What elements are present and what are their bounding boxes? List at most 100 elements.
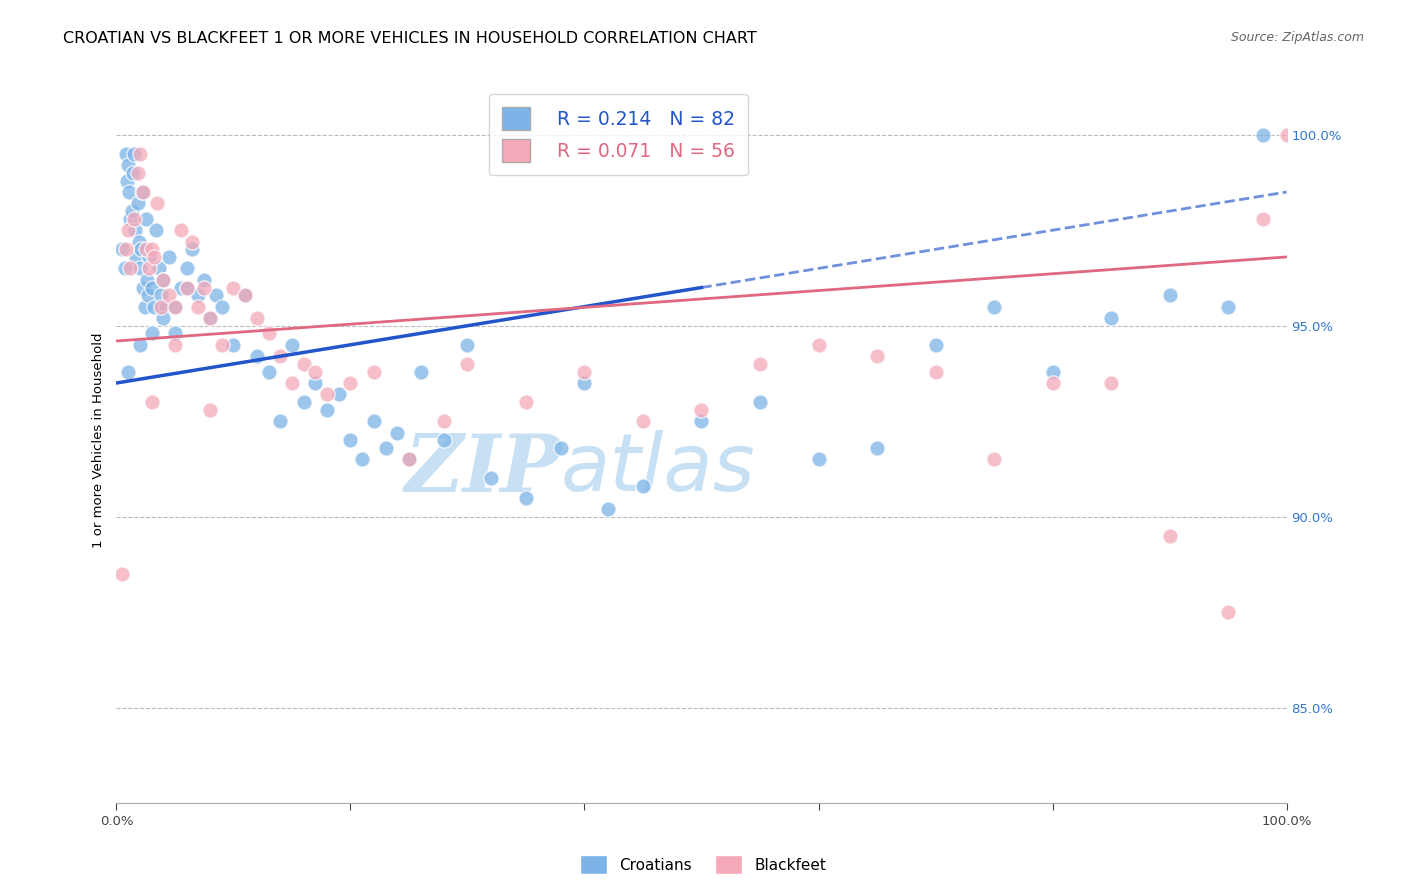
Point [233, 288, 256, 302]
Point [152, 273, 174, 287]
Point [146, 196, 169, 211]
Point [398, 452, 420, 467]
Point [176, 261, 198, 276]
Point [135, 243, 157, 257]
Point [257, 326, 280, 341]
Point [176, 280, 198, 294]
Point [550, 441, 572, 455]
Point [304, 376, 326, 390]
Point [1159, 288, 1181, 302]
Point [574, 365, 596, 379]
Point [1099, 376, 1122, 390]
Point [152, 273, 174, 287]
Point [363, 365, 385, 379]
Point [193, 273, 215, 287]
Legend: Croatians, Blackfeet: Croatians, Blackfeet [574, 849, 832, 880]
Point [135, 211, 157, 226]
Point [131, 185, 153, 199]
Point [1251, 211, 1274, 226]
Point [749, 395, 772, 409]
Point [114, 261, 136, 276]
Point [281, 376, 304, 390]
Point [205, 288, 228, 302]
Point [304, 365, 326, 379]
Point [328, 387, 350, 401]
Point [136, 288, 159, 302]
Point [141, 243, 163, 257]
Point [339, 434, 361, 448]
Point [257, 365, 280, 379]
Point [187, 300, 209, 314]
Point [155, 300, 177, 314]
Point [111, 566, 134, 581]
Point [1159, 529, 1181, 543]
Point [433, 434, 456, 448]
Point [363, 414, 385, 428]
Point [1042, 376, 1064, 390]
Y-axis label: 1 or more Vehicles in Household: 1 or more Vehicles in Household [93, 333, 105, 548]
Point [1275, 128, 1298, 142]
Point [138, 250, 160, 264]
Point [142, 250, 165, 264]
Point [222, 280, 245, 294]
Point [292, 357, 315, 371]
Point [120, 261, 142, 276]
Point [690, 402, 713, 417]
Point [983, 300, 1005, 314]
Point [233, 288, 256, 302]
Point [129, 243, 152, 257]
Point [128, 338, 150, 352]
Point [269, 414, 291, 428]
Point [193, 280, 215, 294]
Point [924, 365, 946, 379]
Point [456, 338, 478, 352]
Point [983, 452, 1005, 467]
Point [117, 365, 139, 379]
Point [387, 425, 409, 440]
Point [117, 223, 139, 237]
Point [125, 250, 148, 264]
Point [117, 158, 139, 172]
Point [246, 311, 269, 326]
Point [122, 146, 145, 161]
Point [132, 280, 155, 294]
Point [690, 414, 713, 428]
Point [135, 273, 157, 287]
Point [163, 300, 186, 314]
Point [138, 261, 160, 276]
Point [157, 288, 180, 302]
Point [281, 338, 304, 352]
Point [211, 338, 233, 352]
Point [120, 211, 142, 226]
Point [398, 452, 420, 467]
Point [187, 288, 209, 302]
Point [114, 146, 136, 161]
Point [114, 243, 136, 257]
Point [141, 326, 163, 341]
Text: CROATIAN VS BLACKFEET 1 OR MORE VEHICLES IN HOUSEHOLD CORRELATION CHART: CROATIAN VS BLACKFEET 1 OR MORE VEHICLES… [63, 31, 756, 46]
Point [181, 243, 204, 257]
Text: ZIP: ZIP [404, 431, 561, 508]
Point [374, 441, 396, 455]
Point [515, 491, 537, 505]
Point [316, 387, 339, 401]
Point [316, 402, 339, 417]
Point [222, 338, 245, 352]
Point [749, 357, 772, 371]
Point [176, 280, 198, 294]
Point [128, 235, 150, 249]
Point [1042, 365, 1064, 379]
Point [574, 376, 596, 390]
Point [181, 235, 204, 249]
Point [479, 471, 502, 485]
Point [456, 357, 478, 371]
Point [128, 146, 150, 161]
Point [111, 243, 134, 257]
Point [246, 349, 269, 363]
Legend:   R = 0.214   N = 82,   R = 0.071   N = 56: R = 0.214 N = 82, R = 0.071 N = 56 [488, 94, 748, 176]
Point [292, 395, 315, 409]
Point [866, 349, 889, 363]
Point [149, 300, 172, 314]
Point [170, 223, 193, 237]
Point [807, 452, 830, 467]
